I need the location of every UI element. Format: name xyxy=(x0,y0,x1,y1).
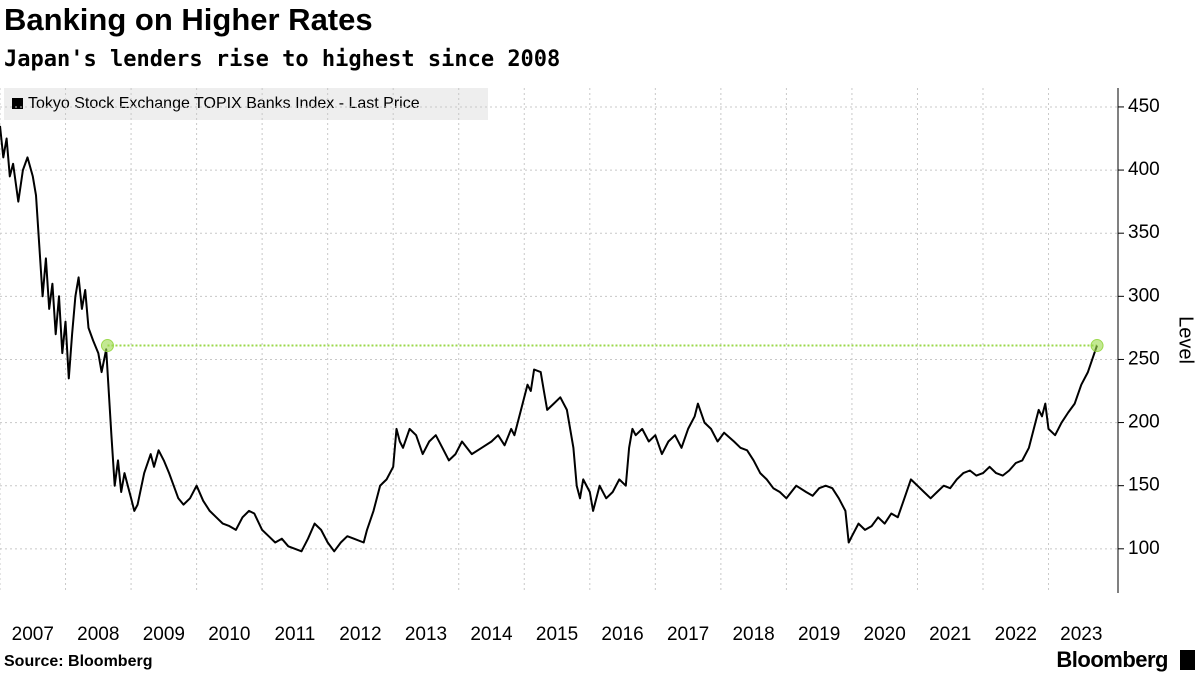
y-tick-label: 250 xyxy=(1128,348,1160,369)
chart-subtitle: Japan's lenders rise to highest since 20… xyxy=(4,47,560,72)
x-tick-label: 2013 xyxy=(405,624,447,645)
series-line xyxy=(0,125,1098,553)
x-tick-label: 2015 xyxy=(536,624,578,645)
brand-icon xyxy=(1180,650,1195,670)
x-tick-label: 2008 xyxy=(77,624,119,645)
y-tick-label: 300 xyxy=(1128,285,1160,306)
legend-box xyxy=(4,88,488,120)
y-tick-label: 100 xyxy=(1128,538,1160,559)
x-tick-label: 2019 xyxy=(798,624,840,645)
y-axis-label: Level xyxy=(1175,316,1197,364)
x-tick-label: 2011 xyxy=(274,624,315,645)
reference-point xyxy=(1090,339,1104,353)
x-tick-label: 2023 xyxy=(1060,624,1102,645)
y-tick-label: 200 xyxy=(1128,412,1160,433)
x-tick-label: 2010 xyxy=(208,624,250,645)
x-tick-label: 2012 xyxy=(339,624,381,645)
x-tick-label: 2018 xyxy=(732,624,774,645)
x-tick-label: 2016 xyxy=(601,624,643,645)
x-tick-label: 2022 xyxy=(995,624,1037,645)
legend-label: Tokyo Stock Exchange TOPIX Banks Index -… xyxy=(28,95,420,112)
x-tick-label: 2014 xyxy=(470,624,513,645)
y-tick-label: 450 xyxy=(1128,96,1160,117)
x-tick-label: 2020 xyxy=(864,624,906,645)
reference-point xyxy=(100,339,114,353)
x-tick-label: 2009 xyxy=(143,624,185,645)
x-tick-label: 2007 xyxy=(12,624,54,645)
chart-title: Banking on Higher Rates xyxy=(4,2,373,37)
brand: Bloomberg xyxy=(1056,647,1168,672)
source: Source: Bloomberg xyxy=(4,653,152,670)
x-tick-label: 2021 xyxy=(929,624,971,645)
x-tick-label: 2017 xyxy=(667,624,709,645)
y-tick-label: 150 xyxy=(1128,475,1160,496)
legend-swatch xyxy=(12,98,23,109)
y-tick-label: 350 xyxy=(1128,222,1160,243)
y-tick-label: 400 xyxy=(1128,159,1160,180)
